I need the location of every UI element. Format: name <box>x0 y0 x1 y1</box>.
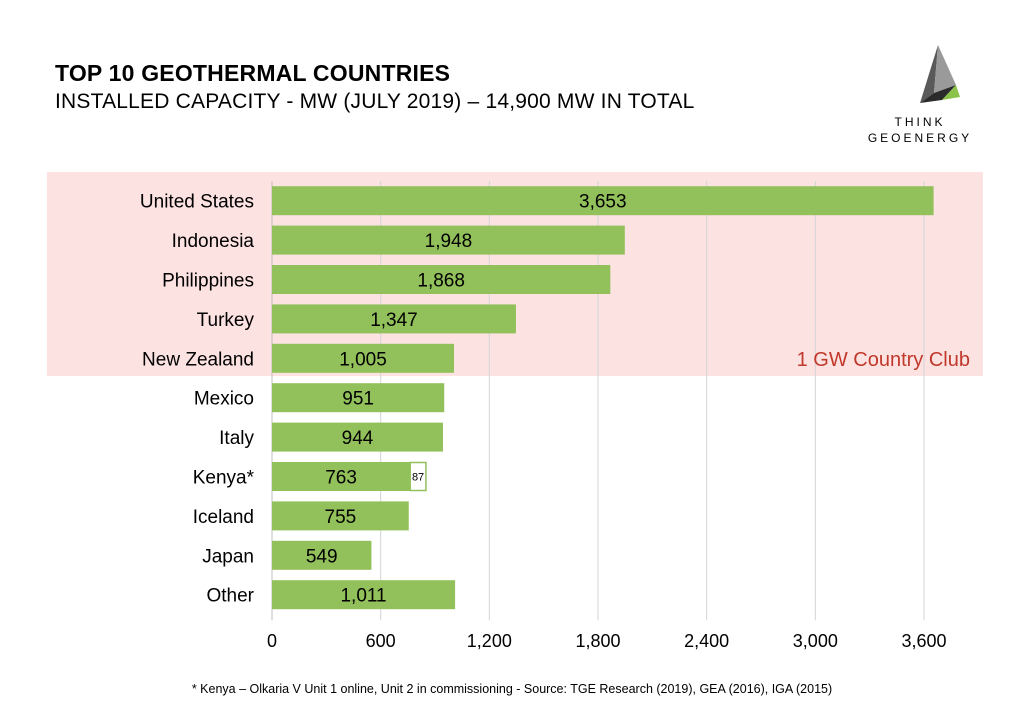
category-label: Turkey <box>197 310 255 331</box>
category-label: Philippines <box>162 271 254 292</box>
pyramid-logo-icon <box>920 45 960 103</box>
chart-title: TOP 10 GEOTHERMAL COUNTRIES <box>55 60 451 86</box>
bar <box>272 540 372 570</box>
chart-subtitle: INSTALLED CAPACITY - MW (JULY 2019) – 14… <box>55 90 695 113</box>
bar-value-label: 951 <box>342 389 374 410</box>
bar-value-label: 1,948 <box>425 231 473 252</box>
x-tick-label: 0 <box>267 631 277 651</box>
x-tick-label: 600 <box>366 631 396 651</box>
category-label: Italy <box>219 428 254 449</box>
x-tick-label: 3,000 <box>793 631 838 651</box>
x-tick-label: 3,600 <box>901 631 946 651</box>
bar-value-label: 755 <box>325 507 357 528</box>
bar-value-label: 944 <box>342 428 374 449</box>
bar <box>272 343 455 373</box>
bar <box>272 501 409 531</box>
logo-text-geoenergy: GEOENERGY <box>867 131 973 145</box>
extra-segment-bar <box>409 461 427 492</box>
category-label: Iceland <box>193 507 254 528</box>
category-label: Japan <box>202 546 254 567</box>
bar <box>272 462 411 491</box>
bar <box>272 304 516 334</box>
bar-value-label: 1,868 <box>417 271 465 292</box>
x-tick-label: 1,800 <box>575 631 620 651</box>
bar <box>272 186 934 216</box>
bar-value-label: 1,347 <box>370 310 418 331</box>
bar <box>272 383 445 413</box>
category-label: Mexico <box>194 389 254 410</box>
category-label: Other <box>206 586 254 607</box>
bar <box>272 580 456 610</box>
bar <box>272 225 625 255</box>
category-label: New Zealand <box>142 349 254 370</box>
logo-text-think: THINK <box>894 115 946 129</box>
bar-value-label: 1,005 <box>339 349 387 370</box>
highlight-label: 1 GW Country Club <box>797 349 970 371</box>
bar <box>272 422 443 452</box>
category-label: Kenya* <box>193 468 255 489</box>
bar-chart: 3,653 United States 1,948 Indonesia 1,868 Phi… <box>47 172 983 651</box>
x-tick-label: 2,400 <box>684 631 729 651</box>
bar-value-label: 763 <box>325 468 357 489</box>
extra-segment-label: 87 <box>412 472 424 484</box>
category-label: United States <box>140 192 254 213</box>
bar-value-label: 3,653 <box>579 192 627 213</box>
category-label: Indonesia <box>172 231 255 252</box>
bar-value-label: 1,011 <box>340 586 386 607</box>
x-tick-label: 1,200 <box>467 631 512 651</box>
footnote: * Kenya – Olkaria V Unit 1 online, Unit … <box>191 682 833 696</box>
think-geoenergy-logo: THINK GEOENERGY <box>860 45 980 150</box>
bar <box>272 265 611 294</box>
bar-value-label: 549 <box>306 546 338 567</box>
